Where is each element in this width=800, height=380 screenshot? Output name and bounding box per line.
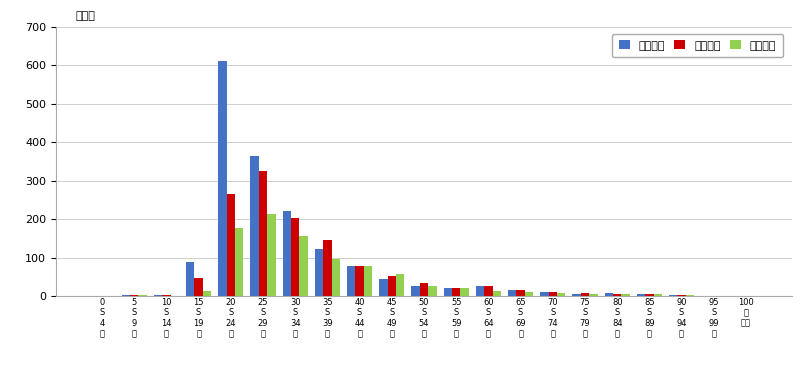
Bar bbox=[581, 293, 589, 296]
Bar bbox=[218, 61, 226, 296]
Bar bbox=[235, 228, 243, 296]
Bar bbox=[162, 295, 170, 296]
Bar bbox=[291, 218, 299, 296]
Bar bbox=[364, 266, 372, 296]
Bar bbox=[654, 294, 662, 296]
Bar bbox=[202, 291, 211, 296]
Bar bbox=[605, 293, 613, 296]
Bar bbox=[194, 278, 202, 296]
Bar bbox=[517, 290, 525, 296]
Bar bbox=[557, 293, 566, 296]
Bar bbox=[428, 286, 437, 296]
Bar bbox=[388, 276, 396, 296]
Bar bbox=[355, 266, 364, 296]
Bar bbox=[476, 287, 484, 296]
Bar bbox=[669, 295, 678, 296]
Bar bbox=[540, 292, 549, 296]
Bar bbox=[420, 282, 428, 296]
Bar bbox=[460, 288, 469, 296]
Bar bbox=[678, 295, 686, 296]
Bar bbox=[282, 211, 291, 296]
Legend: 県外転入, 県外転出, 県内移動: 県外転入, 県外転出, 県内移動 bbox=[612, 33, 782, 57]
Bar bbox=[646, 294, 654, 296]
Bar bbox=[444, 288, 452, 296]
Bar bbox=[347, 266, 355, 296]
Bar bbox=[186, 263, 194, 296]
Bar bbox=[452, 288, 460, 296]
Bar bbox=[396, 274, 404, 296]
Bar bbox=[138, 295, 146, 296]
Bar bbox=[622, 294, 630, 296]
Bar bbox=[493, 291, 501, 296]
Bar bbox=[250, 157, 259, 296]
Bar bbox=[122, 295, 130, 296]
Bar bbox=[267, 214, 275, 296]
Bar bbox=[508, 290, 517, 296]
Bar bbox=[154, 295, 162, 296]
Text: （人）: （人） bbox=[76, 11, 96, 21]
Bar bbox=[411, 287, 420, 296]
Bar bbox=[323, 240, 331, 296]
Bar bbox=[226, 194, 235, 296]
Bar bbox=[525, 292, 533, 296]
Bar bbox=[379, 279, 388, 296]
Bar bbox=[573, 294, 581, 296]
Bar bbox=[484, 287, 493, 296]
Bar bbox=[549, 292, 557, 296]
Bar bbox=[613, 294, 622, 296]
Bar bbox=[589, 294, 598, 296]
Bar bbox=[130, 295, 138, 296]
Bar bbox=[259, 171, 267, 296]
Bar bbox=[315, 249, 323, 296]
Bar bbox=[686, 295, 694, 296]
Bar bbox=[299, 236, 308, 296]
Bar bbox=[331, 260, 340, 296]
Bar bbox=[637, 294, 646, 296]
